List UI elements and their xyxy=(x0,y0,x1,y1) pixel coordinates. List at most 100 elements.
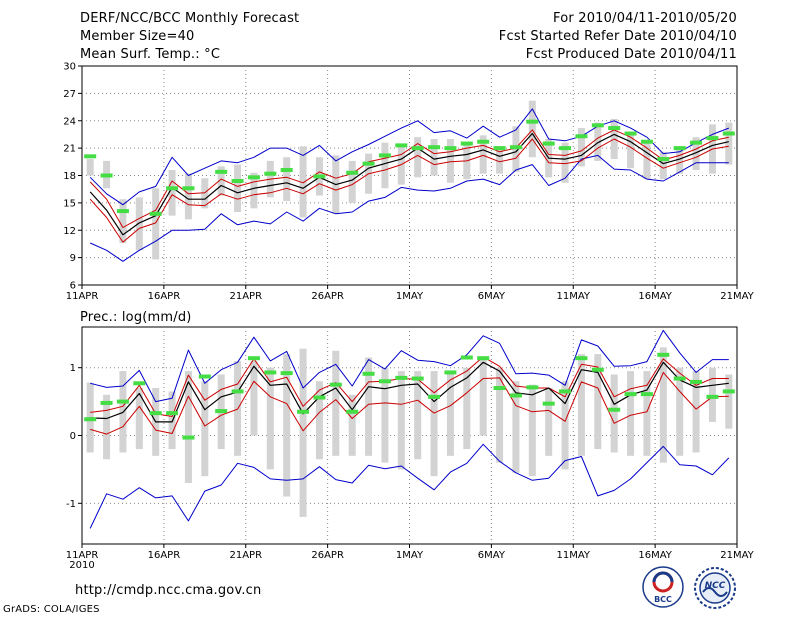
temperature-member-marker xyxy=(591,123,604,128)
precipitation-member-marker xyxy=(575,356,588,361)
precipitation-member-marker xyxy=(428,394,441,399)
precipitation-box xyxy=(708,367,716,422)
temperature-box xyxy=(184,173,192,220)
temperature-member-marker xyxy=(247,175,260,180)
temperature-ytick-label: 21 xyxy=(63,144,76,155)
temperature-box xyxy=(86,159,94,176)
temperature-box xyxy=(643,140,651,180)
precipitation-box xyxy=(283,354,291,497)
bcc-logo: BCC xyxy=(642,566,684,608)
chart-title: DERF/NCC/BCC Monthly Forecast xyxy=(80,11,300,26)
temperature-member-marker xyxy=(706,136,719,141)
temperature-ytick-label: 15 xyxy=(63,198,76,209)
precipitation-xtick-label: 21MAY xyxy=(720,550,754,561)
precipitation-box xyxy=(250,360,258,436)
precipitation-ytick-label: 0 xyxy=(70,431,76,442)
temperature-member-marker xyxy=(264,171,277,176)
temperature-chart: 691215182124273011APR201016APR21APR26APR… xyxy=(63,62,754,301)
precipitation-box xyxy=(365,357,373,456)
precipitation-member-marker xyxy=(591,367,604,372)
temperature-xtick-label: 21MAY xyxy=(720,291,754,300)
precipitation-member-marker xyxy=(362,371,375,376)
precipitation-member-marker xyxy=(690,379,703,384)
ncc-logo-text: NCC xyxy=(705,581,726,591)
temperature-ytick-label: 27 xyxy=(63,89,76,100)
temperature-member-marker xyxy=(608,126,621,131)
temperature-member-marker xyxy=(509,145,522,150)
grads-credit: GrADS: COLA/IGES xyxy=(3,604,100,615)
precipitation-box xyxy=(266,367,274,470)
precipitation-box xyxy=(659,347,667,463)
precipitation-line-min xyxy=(89,443,730,529)
precipitation-box xyxy=(446,371,454,456)
precipitation-box xyxy=(725,374,733,429)
precipitation-box xyxy=(168,391,176,450)
temperature-box xyxy=(561,142,569,183)
precipitation-member-marker xyxy=(166,411,179,416)
temperature-box xyxy=(217,166,225,196)
precipitation-member-marker xyxy=(493,386,506,391)
precipitation-member-marker xyxy=(509,393,522,398)
temperature-member-marker xyxy=(116,209,129,214)
temperature-box xyxy=(299,146,307,218)
precipitation-member-marker xyxy=(542,401,555,406)
temperature-member-marker xyxy=(657,157,670,162)
temperature-box xyxy=(234,164,242,212)
precipitation-box xyxy=(577,354,585,456)
precipitation-box xyxy=(545,388,553,456)
temperature-box xyxy=(659,151,667,180)
temperature-member-marker xyxy=(460,141,473,146)
temperature-xtick-label: 21APR xyxy=(229,291,262,300)
precipitation-xtick-label: 1MAY xyxy=(396,550,424,561)
precipitation-box xyxy=(512,381,520,473)
precipitation-box xyxy=(332,350,340,456)
temperature-line-lower xyxy=(89,138,729,243)
source-url: http://cmdp.ncc.cma.gov.cn xyxy=(75,583,262,598)
temperature-member-marker xyxy=(362,161,375,166)
precipitation-line-upper xyxy=(90,356,729,417)
temperature-member-marker xyxy=(280,168,293,173)
precipitation-member-marker xyxy=(133,381,146,386)
temperature-member-marker xyxy=(313,174,326,179)
precipitation-line-mean xyxy=(90,361,729,423)
temperature-xtick-label: 16MAY xyxy=(638,291,672,300)
temperature-box xyxy=(250,172,258,209)
precipitation-member-marker xyxy=(313,395,326,400)
precipitation-box xyxy=(397,371,405,470)
temperature-ytick-label: 18 xyxy=(63,171,76,182)
precipitation-member-marker xyxy=(624,392,637,397)
temperature-ytick-label: 24 xyxy=(63,116,76,127)
precipitation-member-marker xyxy=(297,409,310,414)
temperature-ytick-label: 9 xyxy=(70,253,76,264)
temperature-member-marker xyxy=(640,139,653,144)
temperature-member-marker xyxy=(428,145,441,150)
temperature-member-marker xyxy=(575,134,588,139)
bcc-logo-text: BCC xyxy=(654,595,672,604)
temperature-member-marker xyxy=(411,146,424,151)
precipitation-xtick-label: 26APR xyxy=(311,550,344,561)
precipitation-box xyxy=(463,367,471,450)
precipitation-xtick-label: 21APR xyxy=(229,550,262,561)
temperature-member-marker xyxy=(182,186,195,191)
temperature-member-marker xyxy=(346,170,359,175)
precipitation-member-marker xyxy=(280,371,293,376)
precipitation-member-marker xyxy=(640,392,653,397)
precipitation-member-marker xyxy=(198,374,211,379)
temperature-box xyxy=(152,188,160,260)
precipitation-xtick-label: 6MAY xyxy=(478,550,506,561)
precipitation-member-marker xyxy=(215,409,228,414)
precipitation-member-marker xyxy=(182,435,195,440)
precipitation-member-marker xyxy=(231,389,244,394)
precipitation-box xyxy=(496,367,504,463)
precipitation-box xyxy=(184,371,192,483)
temperature-member-marker xyxy=(542,141,555,146)
precipitation-member-marker xyxy=(100,400,113,405)
precipitation-box xyxy=(381,367,389,463)
temperature-line-upper xyxy=(89,129,729,228)
precipitation-xtick-label: 16APR xyxy=(148,550,181,561)
temperature-line-min xyxy=(89,154,729,262)
precipitation-member-marker xyxy=(608,407,621,412)
precipitation-member-marker xyxy=(149,411,162,416)
precipitation-box xyxy=(676,367,684,456)
temperature-box xyxy=(430,139,438,176)
